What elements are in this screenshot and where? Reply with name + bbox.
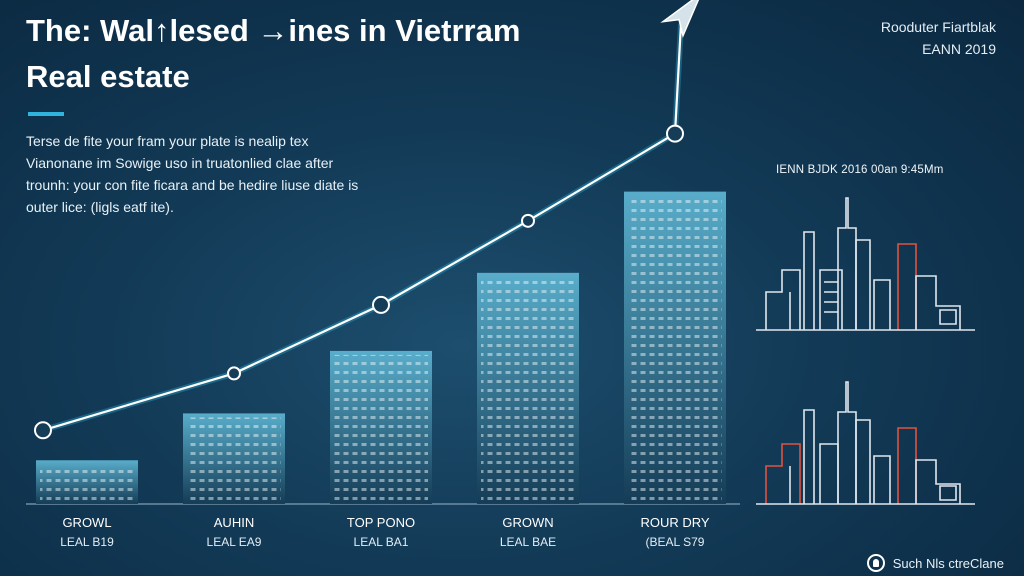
description-text: Terse de fite your fram your plate is ne… [26, 133, 359, 215]
category-sublabel: (BEAL S79 [646, 535, 705, 549]
source-block: Rooduter Fiartblak EANN 2019 [881, 16, 996, 60]
bar-window-texture [481, 276, 575, 502]
bar-window-texture [334, 354, 428, 502]
footer-label: Such Nls ctreClane [892, 555, 1004, 571]
category-label: GROWN [502, 515, 553, 530]
bar-window-texture [187, 417, 281, 502]
trend-arrowhead-icon [660, 0, 700, 38]
category-sublabel: LEAL BAE [500, 535, 556, 549]
trend-point [372, 295, 390, 314]
skyline-bottom [756, 381, 975, 505]
category-sublabel: LEAL BA1 [354, 535, 409, 549]
category-label: TOP PONO [347, 515, 415, 530]
skyline-top [756, 197, 975, 331]
accent-divider [28, 112, 64, 116]
title-line-1: The: Wal↑lesed →ines in Vietrram [26, 13, 521, 48]
bar-window-texture [40, 464, 134, 502]
location-pin-icon [866, 554, 885, 572]
page-title: The: Wal↑lesed →ines in Vietrram Real es… [26, 8, 520, 100]
trend-point [34, 421, 52, 440]
category-label: AUHIN [214, 515, 254, 530]
trend-point [666, 124, 684, 143]
category-label: ROUR DRY [640, 515, 709, 530]
source-line-1: Rooduter Fiartblak [880, 19, 996, 35]
trend-line [42, 23, 683, 432]
trend-point [227, 366, 241, 381]
side-caption: IENN BJDK 2016 00an 9:45Mm [776, 164, 944, 176]
title-line-2: Real estate [26, 59, 190, 94]
trend-point [521, 213, 535, 228]
category-sublabel: LEAL B19 [60, 535, 114, 549]
footer: Such Nls ctreClane [866, 554, 1004, 572]
category-sublabel: LEAL EA9 [207, 535, 262, 549]
category-label: GROWL [62, 515, 111, 530]
source-line-2: EANN 2019 [922, 41, 996, 57]
bar-window-texture [628, 195, 722, 502]
